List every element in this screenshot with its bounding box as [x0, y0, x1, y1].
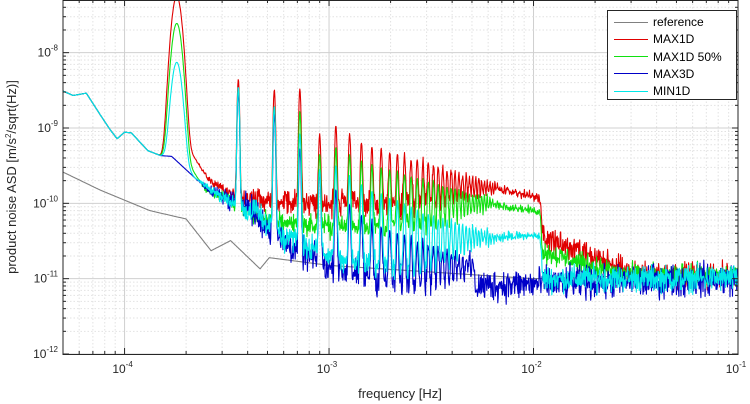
legend: reference MAX1D MAX1D 50% MAX3D MIN1D — [607, 10, 737, 100]
y-tick-label: 10-10 — [33, 194, 58, 210]
series-line-min1d — [63, 61, 738, 296]
y-tick-label: 10-9 — [38, 119, 59, 135]
x-tick-label: 10-3 — [317, 360, 338, 376]
plot-frame — [62, 0, 739, 355]
legend-line-swatch — [614, 56, 648, 58]
legend-item: MAX1D — [614, 31, 694, 47]
legend-item: MAX3D — [614, 66, 694, 82]
legend-label: MAX1D — [653, 32, 695, 47]
legend-line-swatch — [614, 21, 648, 23]
legend-line-swatch — [614, 73, 648, 75]
ticks — [62, 0, 739, 355]
x-axis-label: frequency [Hz] — [358, 386, 442, 401]
legend-line-swatch — [614, 38, 648, 40]
legend-label: reference — [653, 15, 704, 29]
legend-line-swatch — [614, 90, 648, 92]
legend-label: MIN1D — [653, 84, 691, 99]
legend-item: MAX1D 50% — [614, 49, 722, 65]
legend-label: MAX1D 50% — [653, 49, 722, 64]
x-tick-label: 10-2 — [521, 360, 542, 376]
y-tick-label: 10-8 — [38, 44, 59, 60]
legend-label: MAX3D — [653, 66, 695, 81]
y-tick-label: 10-12 — [33, 345, 58, 361]
legend-item: reference — [614, 14, 704, 30]
x-tick-label: 10-1 — [726, 360, 747, 376]
series-lines — [63, 0, 738, 305]
x-tick-label: 10-4 — [112, 360, 133, 376]
legend-item: MIN1D — [614, 83, 690, 99]
y-axis-label: product noise ASD [m/s2/sqrt(Hz)] — [4, 80, 19, 274]
y-tick-label: 10-11 — [34, 270, 59, 286]
